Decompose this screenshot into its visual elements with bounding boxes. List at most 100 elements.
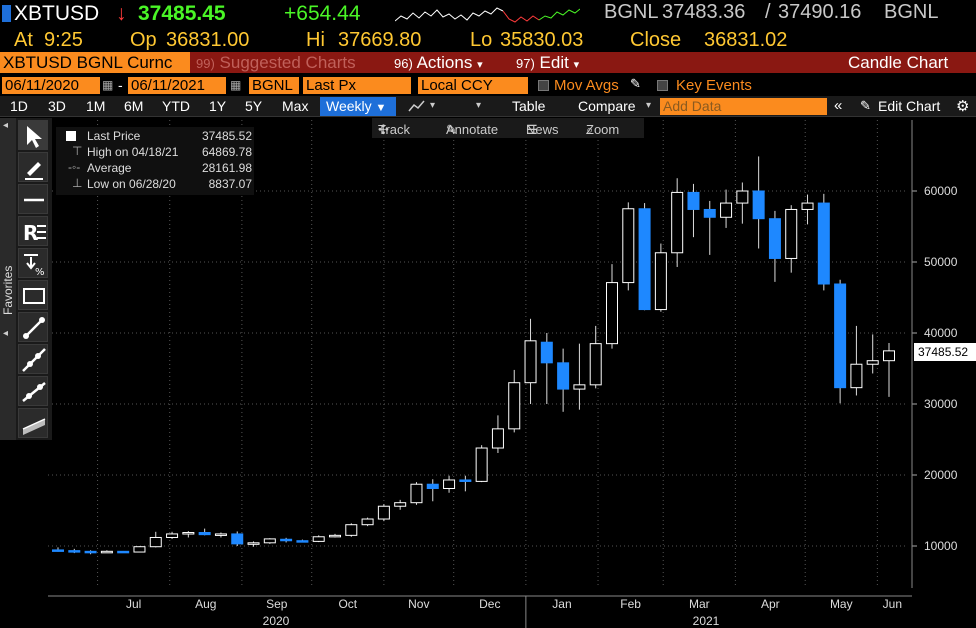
pencil-icon[interactable]: ✎ [630, 76, 641, 91]
gear-icon[interactable]: ⚙ [956, 98, 970, 115]
chart-style-dropdown-icon[interactable]: ▾ [430, 100, 436, 111]
candle-body [850, 363, 863, 389]
extended-line-icon [22, 382, 46, 402]
annotate-pencil-icon: ✎ [446, 122, 457, 137]
ray-tool[interactable] [18, 344, 48, 374]
x-month-label: Nov [408, 597, 429, 611]
candle-chart[interactable]: 10000 20000 30000 40000 50000 60000 Jul Aug Sep O… [0, 118, 976, 628]
ticker-marker-icon [2, 5, 11, 22]
high-value: 37669.80 [338, 29, 422, 51]
period-3d[interactable]: 3D [48, 98, 66, 114]
down-arrow-icon: ↓ [116, 2, 127, 25]
edit-chart-button[interactable]: Edit Chart [878, 98, 941, 114]
security-toolbar: XBTUSD BGNL Curnc 99) Suggested Charts 9… [0, 52, 976, 73]
x-month-label: Apr [761, 597, 780, 611]
retracement-tool[interactable]: R [18, 216, 48, 246]
last-price: 37485.45 [138, 2, 226, 25]
candle-body [736, 190, 749, 204]
period-ytd[interactable]: YTD [162, 98, 190, 114]
svg-text:R: R [23, 221, 38, 245]
pricing-source-field[interactable]: BGNL [249, 77, 299, 94]
candle-body [573, 384, 586, 390]
last-value-tag: 37485.52 [914, 343, 976, 361]
news-icon: ☰ [526, 122, 538, 137]
actions-menu[interactable]: 96) Actions ▾ [394, 52, 483, 73]
period-1d[interactable]: 1D [10, 98, 28, 114]
mov-avgs-checkbox[interactable] [538, 80, 549, 91]
drawing-toolbar: ◂ Favorites ◂ R % [0, 118, 52, 440]
candle-body [834, 283, 847, 389]
edit-chart-pencil-icon[interactable]: ✎ [860, 98, 871, 113]
legend-avg-value: 28161.98 [201, 161, 252, 175]
x-month-label: Jul [126, 597, 141, 611]
ticker-symbol[interactable]: XBTUSD [14, 2, 100, 25]
period-1y[interactable]: 1Y [209, 98, 227, 114]
period-max[interactable]: Max [282, 98, 309, 114]
legend-low-label: Low on 06/28/20 [87, 177, 176, 191]
x-month-label: Jan [552, 597, 571, 611]
open-label: Op [130, 29, 157, 51]
candle-body [100, 550, 113, 554]
candle-body [410, 483, 423, 504]
period-5y[interactable]: 5Y [245, 98, 263, 114]
horizontal-line-tool[interactable] [18, 184, 48, 214]
start-calendar-icon[interactable]: ▦ [102, 78, 114, 92]
compare-dropdown-icon[interactable]: ▾ [646, 100, 652, 111]
frequency-select[interactable]: Weekly ▼ [320, 97, 396, 116]
pen-icon [25, 162, 43, 180]
frequency-dropdown-icon: ▼ [375, 102, 387, 114]
legend-low-row: ⊥ Low on 06/28/20 8837.07 [56, 176, 254, 192]
pointer-tool[interactable] [18, 120, 48, 150]
x-year-label: 2020 [263, 614, 290, 628]
price-field-select[interactable]: Last Px [303, 77, 411, 94]
security-field[interactable]: XBTUSD BGNL Curnc [0, 52, 190, 73]
x-month-label: Dec [479, 597, 500, 611]
candle-body [703, 208, 716, 218]
trend-line-icon [23, 317, 45, 339]
extended-line-tool[interactable] [18, 376, 48, 406]
collapse-icon[interactable]: « [834, 97, 843, 114]
candle-body [263, 538, 276, 544]
low-label: Lo [470, 29, 493, 51]
candle-body [459, 479, 472, 482]
rectangle-icon [23, 288, 45, 304]
line-chart-icon[interactable] [408, 99, 426, 113]
bid-ask-separator: / [765, 1, 771, 23]
suggested-charts-menu[interactable]: 99) Suggested Charts [196, 52, 356, 73]
end-calendar-icon[interactable]: ▦ [230, 78, 242, 92]
currency-select[interactable]: Local CCY [418, 77, 528, 94]
collapse-toolbar-icon[interactable]: ◂ [3, 120, 9, 131]
candle-body [671, 191, 684, 254]
legend-high-row: ⊤ High on 04/18/21 64869.78 [56, 144, 254, 160]
favorites-strip[interactable]: ◂ Favorites ◂ [0, 118, 16, 440]
end-date-field[interactable]: 06/11/2021 [128, 77, 226, 94]
open-value: 36831.00 [166, 29, 250, 51]
rectangle-tool[interactable] [18, 280, 48, 310]
candle-body [475, 447, 488, 482]
edit-label: Edit [539, 53, 569, 72]
legend-high-marker-icon: ⊤ [72, 144, 83, 158]
legend-low-marker-icon: ⊥ [72, 176, 83, 190]
percent-tool[interactable]: % [18, 248, 48, 278]
compare-button[interactable]: Compare [578, 98, 636, 114]
candle-body [768, 218, 781, 259]
favorites-arrow-icon[interactable]: ◂ [3, 328, 9, 339]
favorites-label: Favorites [1, 265, 15, 315]
trend-line-tool[interactable] [18, 312, 48, 342]
edit-number: 97) [516, 56, 535, 71]
key-events-checkbox[interactable] [657, 80, 668, 91]
add-data-input[interactable]: Add Data [660, 98, 827, 115]
x-month-label: Aug [195, 597, 216, 611]
legend-last-label: Last Price [87, 129, 141, 143]
channel-tool[interactable] [18, 408, 48, 438]
candle-body [443, 479, 456, 489]
table-button[interactable]: Table [512, 98, 546, 114]
candle-body [231, 533, 244, 545]
start-date-field[interactable]: 06/11/2020 [2, 77, 100, 94]
edit-menu[interactable]: 97) Edit ▾ [516, 52, 579, 73]
period-1m[interactable]: 1M [86, 98, 106, 114]
more-dropdown-icon[interactable]: ▾ [476, 100, 482, 111]
draw-tool[interactable] [18, 152, 48, 182]
actions-label: Actions [416, 53, 473, 72]
period-6m[interactable]: 6M [124, 98, 144, 114]
